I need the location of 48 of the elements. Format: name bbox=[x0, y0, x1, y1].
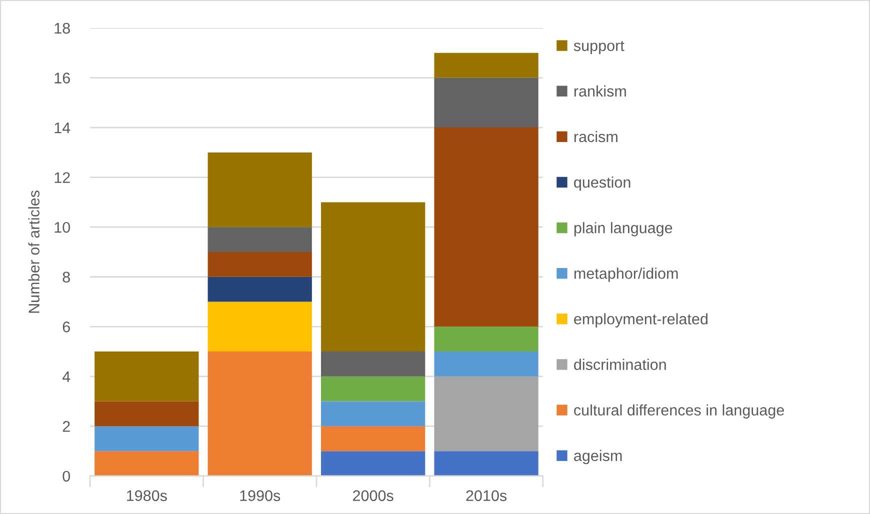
bar bbox=[434, 326, 538, 352]
legend-label: question bbox=[574, 176, 630, 191]
legend-label: discrimination bbox=[574, 358, 666, 370]
y-axis-title: Number of articles bbox=[28, 190, 40, 313]
y-tick-label: 2 bbox=[62, 421, 70, 432]
y-tick-label: 14 bbox=[54, 122, 70, 134]
y-tick-label: 18 bbox=[54, 22, 70, 34]
y-tick-label: 4 bbox=[62, 371, 70, 382]
bar bbox=[208, 252, 312, 277]
legend-label: employment-related bbox=[574, 313, 708, 328]
legend-label: plain language bbox=[574, 222, 672, 236]
bar bbox=[94, 352, 199, 402]
bar bbox=[320, 451, 426, 476]
bar bbox=[208, 352, 312, 476]
y-tick-label: 8 bbox=[62, 272, 70, 283]
bar bbox=[320, 352, 426, 376]
y-tick-label: 10 bbox=[54, 222, 70, 233]
bar bbox=[320, 376, 426, 402]
bar bbox=[320, 401, 426, 426]
x-tick-label: 1980s bbox=[127, 490, 167, 502]
y-tick-label: 16 bbox=[54, 72, 70, 84]
bar bbox=[94, 426, 199, 452]
x-tick-label: 2000s bbox=[353, 490, 394, 502]
bar bbox=[320, 202, 426, 352]
bar bbox=[434, 78, 538, 128]
bar bbox=[208, 152, 312, 228]
bar bbox=[434, 128, 538, 327]
bar bbox=[434, 52, 538, 78]
y-tick-label: 0 bbox=[62, 470, 70, 482]
x-tick-label: 2010s bbox=[466, 490, 507, 502]
bar bbox=[94, 451, 199, 476]
y-tick-label: 12 bbox=[54, 172, 70, 183]
bar bbox=[434, 451, 538, 476]
legend-label: cultural differences in language bbox=[574, 404, 784, 419]
bar bbox=[94, 401, 199, 426]
bar bbox=[208, 276, 312, 302]
bar bbox=[320, 426, 426, 452]
legend-label: ageism bbox=[574, 450, 622, 464]
legend-label: metaphor/idiom bbox=[574, 268, 678, 282]
bar bbox=[434, 352, 538, 376]
bar bbox=[208, 227, 312, 252]
legend-label: racism bbox=[574, 130, 618, 142]
legend-label: rankism bbox=[574, 85, 626, 97]
y-tick-label: 6 bbox=[62, 322, 70, 332]
x-tick-label: 1990s bbox=[240, 490, 280, 502]
legend-label: support bbox=[574, 41, 624, 54]
bar bbox=[208, 302, 312, 352]
bar bbox=[434, 376, 538, 452]
